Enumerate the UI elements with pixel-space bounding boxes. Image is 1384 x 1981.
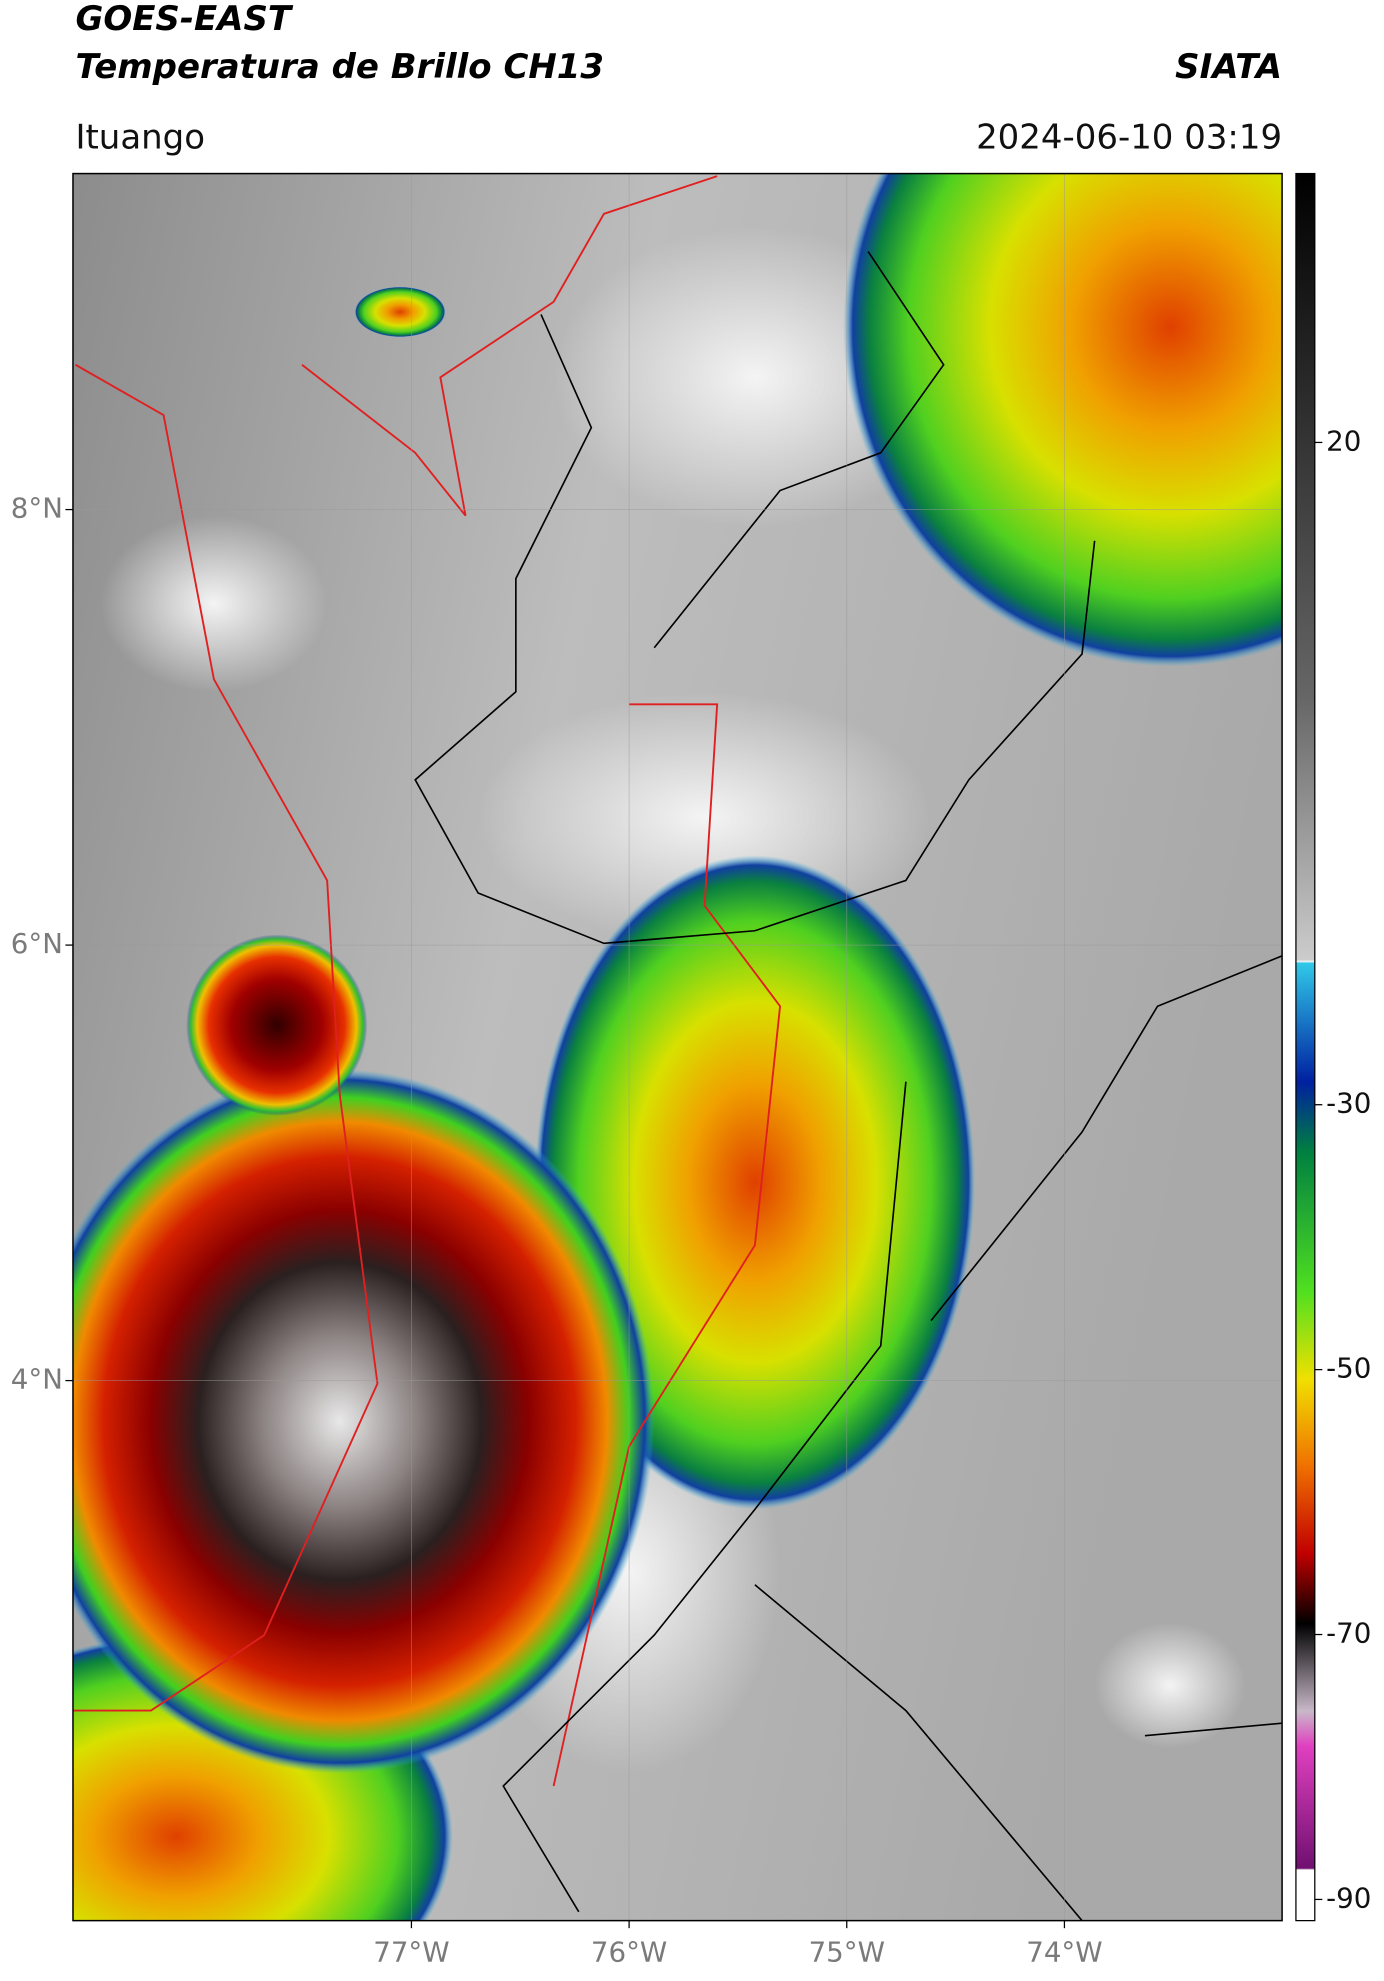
title: GOES-EAST <box>75 0 293 39</box>
colorbar-tick-label: -50 <box>1326 1352 1371 1385</box>
x-tick-label: 76°W <box>591 1935 667 1968</box>
y-tick-label: 4°N <box>11 1363 63 1396</box>
y-tick-label: 8°N <box>11 492 63 525</box>
colorbar-tick-label: 20 <box>1326 424 1361 457</box>
colorbar-tick-label: -30 <box>1326 1087 1371 1120</box>
graticule <box>72 173 1283 1921</box>
map-frame <box>72 172 1283 1922</box>
colorbar-tick-label: -90 <box>1326 1881 1371 1914</box>
x-tick-label: 75°W <box>809 1935 885 1968</box>
y-tick-label: 6°N <box>11 927 63 960</box>
title: Temperatura de Brillo CH13 <box>75 47 604 87</box>
colorbar <box>1295 172 1316 1922</box>
timestamp: 2024-06-10 03:19 <box>976 117 1282 157</box>
location: Ituango <box>75 117 205 157</box>
source: SIATA <box>1175 47 1282 87</box>
colorbar-tick-label: -70 <box>1326 1617 1371 1650</box>
x-tick-label: 74°W <box>1026 1935 1102 1968</box>
x-tick-label: 77°W <box>373 1935 449 1968</box>
